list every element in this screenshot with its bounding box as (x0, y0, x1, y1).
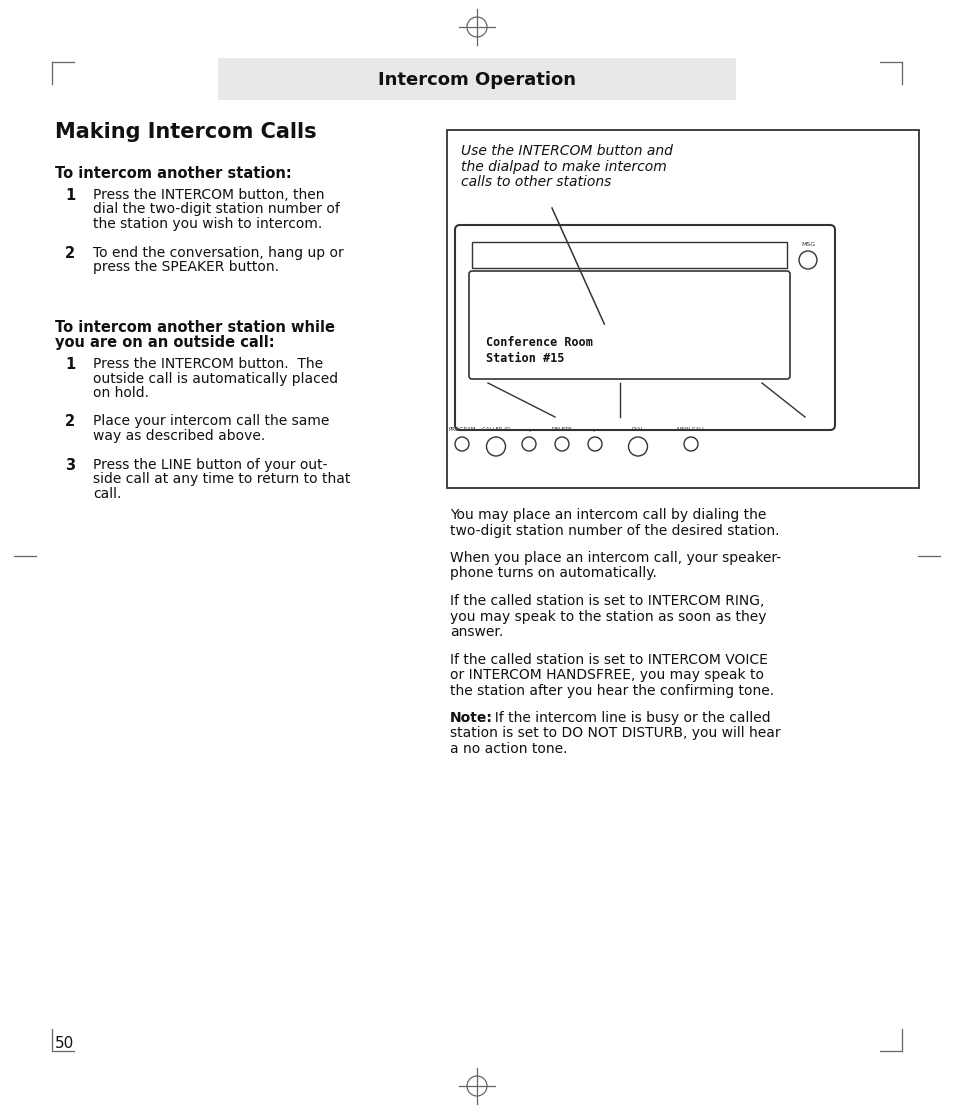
Text: If the intercom line is busy or the called: If the intercom line is busy or the call… (485, 711, 770, 725)
Text: you may speak to the station as soon as they: you may speak to the station as soon as … (450, 610, 765, 623)
Text: Station #15: Station #15 (485, 352, 564, 365)
Text: CALLER ID: CALLER ID (481, 427, 510, 432)
FancyBboxPatch shape (455, 225, 834, 430)
Text: You may place an intercom call by dialing the: You may place an intercom call by dialin… (450, 508, 765, 522)
Text: you are on an outside call:: you are on an outside call: (55, 335, 274, 351)
Text: way as described above.: way as described above. (92, 429, 265, 443)
FancyBboxPatch shape (218, 58, 735, 100)
Text: Intercom Operation: Intercom Operation (377, 71, 576, 89)
FancyBboxPatch shape (469, 270, 789, 380)
Text: phone turns on automatically.: phone turns on automatically. (450, 567, 657, 581)
Text: the dialpad to make intercom: the dialpad to make intercom (460, 159, 666, 174)
Text: PROGRAM: PROGRAM (448, 427, 476, 432)
Text: side call at any time to return to that: side call at any time to return to that (92, 472, 350, 486)
Text: <: < (526, 427, 531, 432)
Text: If the called station is set to INTERCOM RING,: If the called station is set to INTERCOM… (450, 594, 763, 608)
Text: Use the INTERCOM button and: Use the INTERCOM button and (460, 144, 672, 158)
Text: 3: 3 (65, 457, 75, 473)
Text: 1: 1 (65, 188, 75, 203)
Text: the station you wish to intercom.: the station you wish to intercom. (92, 217, 322, 232)
FancyBboxPatch shape (472, 242, 786, 268)
Text: To intercom another station while: To intercom another station while (55, 321, 335, 335)
Text: two-digit station number of the desired station.: two-digit station number of the desired … (450, 523, 779, 538)
Text: When you place an intercom call, your speaker-: When you place an intercom call, your sp… (450, 551, 781, 565)
Text: 50: 50 (55, 1035, 74, 1051)
Text: a no action tone.: a no action tone. (450, 742, 567, 756)
Text: or INTERCOM HANDSFREE, you may speak to: or INTERCOM HANDSFREE, you may speak to (450, 668, 763, 682)
Text: NEW CALL: NEW CALL (677, 427, 704, 432)
Text: Conference Room: Conference Room (485, 336, 592, 349)
Text: call.: call. (92, 486, 121, 501)
Text: DELETE: DELETE (551, 427, 572, 432)
Text: Place your intercom call the same: Place your intercom call the same (92, 414, 329, 429)
Text: outside call is automatically placed: outside call is automatically placed (92, 372, 337, 385)
Text: calls to other stations: calls to other stations (460, 175, 611, 189)
Text: Press the INTERCOM button.  The: Press the INTERCOM button. The (92, 357, 323, 371)
Text: Making Intercom Calls: Making Intercom Calls (55, 122, 316, 142)
Text: If the called station is set to INTERCOM VOICE: If the called station is set to INTERCOM… (450, 652, 767, 667)
Text: answer.: answer. (450, 626, 503, 639)
Text: To intercom another station:: To intercom another station: (55, 166, 292, 181)
Text: press the SPEAKER button.: press the SPEAKER button. (92, 260, 278, 274)
Text: the station after you hear the confirming tone.: the station after you hear the confirmin… (450, 683, 773, 698)
Text: station is set to DO NOT DISTURB, you will hear: station is set to DO NOT DISTURB, you wi… (450, 727, 780, 740)
Text: >: > (592, 427, 597, 432)
Text: Note:: Note: (450, 711, 493, 725)
Text: Press the LINE button of your out-: Press the LINE button of your out- (92, 457, 327, 472)
Text: MSG: MSG (801, 242, 814, 246)
Text: 1: 1 (65, 357, 75, 372)
FancyBboxPatch shape (447, 130, 918, 487)
Text: To end the conversation, hang up or: To end the conversation, hang up or (92, 246, 343, 259)
Text: DIAL: DIAL (631, 427, 643, 432)
Text: 2: 2 (65, 246, 75, 260)
Text: on hold.: on hold. (92, 386, 149, 400)
Text: Press the INTERCOM button, then: Press the INTERCOM button, then (92, 188, 324, 201)
Text: 2: 2 (65, 414, 75, 430)
Text: dial the two-digit station number of: dial the two-digit station number of (92, 203, 339, 217)
